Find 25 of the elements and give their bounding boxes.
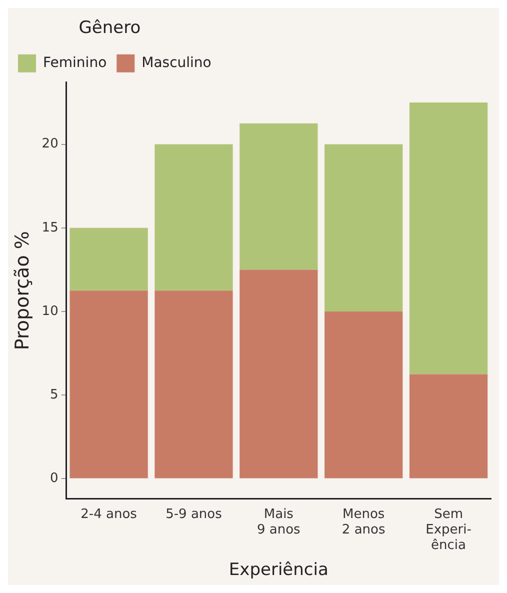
bar (409, 374, 488, 478)
x-tick-label: Menos 2 anos (342, 506, 386, 538)
legend-label: Masculino (142, 55, 212, 72)
bar (324, 144, 403, 312)
y-tick-label: 5 (50, 387, 58, 402)
y-axis-title: Proporção % (11, 231, 34, 350)
x-axis-title: Experiência (228, 560, 328, 580)
bar (70, 290, 148, 478)
y-tick-label: 15 (42, 220, 58, 236)
bar (70, 228, 148, 291)
bar (240, 270, 318, 478)
y-tick-label: 0 (50, 471, 58, 486)
x-tick-label: 2-4 anos (80, 506, 138, 522)
legend-title: Gênero (78, 18, 141, 38)
bar (154, 290, 233, 478)
bar (324, 312, 403, 478)
y-tick-label: 20 (42, 136, 58, 152)
x-tick-label: Mais 9 anos (257, 506, 301, 538)
legend-label: Feminino (43, 55, 107, 72)
bar (240, 123, 318, 270)
bar (409, 102, 488, 374)
y-tick-label: 10 (42, 304, 58, 319)
x-tick-label: 5-9 anos (166, 506, 222, 522)
x-tick-label: Sem Experi- ência (426, 506, 472, 554)
bar (154, 144, 233, 291)
